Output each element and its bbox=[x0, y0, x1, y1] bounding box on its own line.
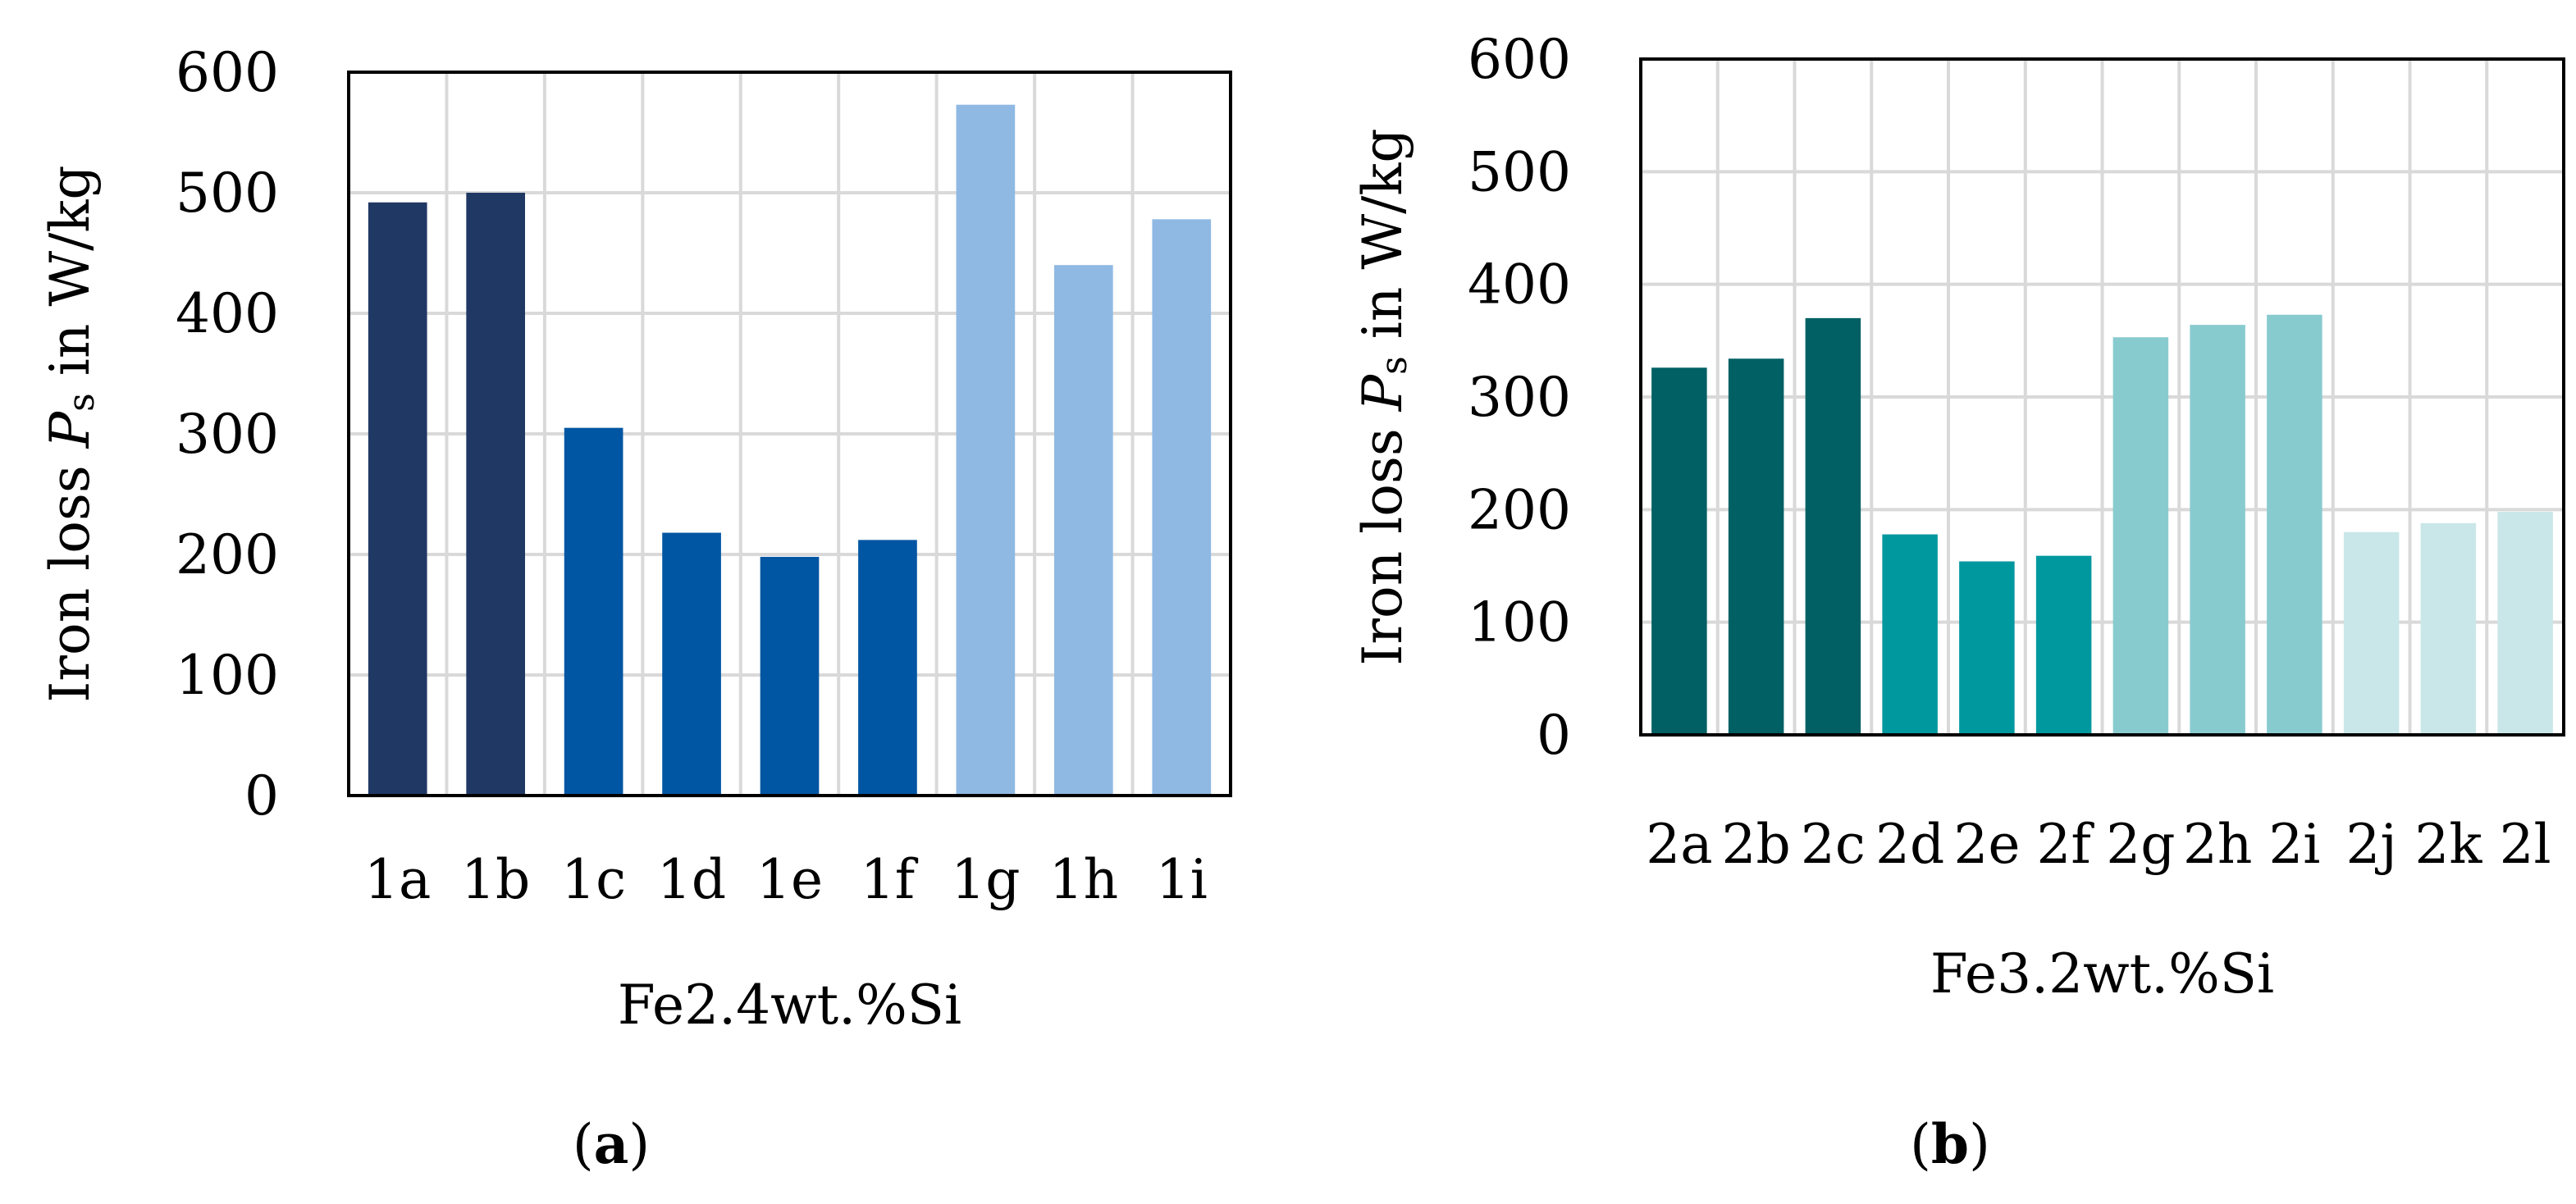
x-tick-1h: 1h bbox=[1049, 848, 1119, 911]
bar-1c bbox=[564, 427, 623, 796]
x-tick-2i: 2i bbox=[2268, 813, 2320, 876]
bar-2a bbox=[1651, 367, 1707, 735]
bar-2h bbox=[2190, 325, 2245, 735]
x-tick-2j: 2j bbox=[2345, 813, 2396, 876]
chart-b-y-tick-200: 200 bbox=[1468, 478, 1571, 541]
bar-2g bbox=[2112, 337, 2169, 735]
bar-1d bbox=[662, 532, 721, 796]
bar-2c bbox=[1805, 317, 1861, 735]
chart-a-y-tick-300: 300 bbox=[176, 403, 279, 466]
chart-b-y-tick-100: 100 bbox=[1468, 591, 1571, 654]
chart-a-y-ticks: 0 100 200 300 400 500 600 bbox=[176, 41, 279, 828]
chart-b-plot-frame bbox=[1639, 57, 2565, 737]
bar-2l bbox=[2497, 512, 2553, 735]
chart-b-bars bbox=[1651, 314, 2553, 735]
chart-b-panel-label: (b) bbox=[1910, 1112, 1990, 1176]
bar-2e bbox=[1959, 561, 2015, 735]
chart-b-y-tick-600: 600 bbox=[1468, 28, 1571, 91]
chart-a-x-categories: 1a 1b 1c 1d 1e 1f 1g 1h 1i bbox=[364, 848, 1208, 911]
chart-b-x-categories: 2a 2b 2c 2d 2e 2f 2g 2h 2i 2j 2k 2l bbox=[1646, 813, 2551, 876]
chart-b-y-tick-0: 0 bbox=[1537, 704, 1571, 767]
x-tick-2g: 2g bbox=[2106, 813, 2175, 876]
chart-a-y-tick-100: 100 bbox=[176, 644, 279, 707]
chart-a-bars bbox=[368, 104, 1212, 796]
x-tick-2a: 2a bbox=[1646, 813, 1712, 876]
x-tick-1i: 1i bbox=[1156, 848, 1208, 911]
x-tick-1g: 1g bbox=[951, 848, 1020, 911]
chart-panel-a: 0 100 200 300 400 500 600 1a 1b 1c 1d 1e 1f 1g 1h 1i I… bbox=[39, 41, 1232, 1176]
x-tick-1b: 1b bbox=[461, 848, 530, 911]
bar-1f bbox=[858, 540, 917, 796]
bar-2k bbox=[2420, 522, 2477, 735]
bar-2j bbox=[2343, 531, 2400, 735]
x-tick-2h: 2h bbox=[2183, 813, 2253, 876]
chart-a-panel-label: (a) bbox=[573, 1112, 650, 1176]
bar-1a bbox=[368, 202, 427, 796]
chart-a-y-tick-500: 500 bbox=[176, 162, 279, 225]
x-tick-2e: 2e bbox=[1953, 813, 2020, 876]
chart-a-x-axis-title: Fe2.4wt.%Si bbox=[618, 974, 961, 1037]
chart-b-y-ticks: 0 100 200 300 400 500 600 bbox=[1468, 28, 1571, 767]
chart-b-y-tick-300: 300 bbox=[1468, 366, 1571, 429]
x-tick-1d: 1d bbox=[657, 848, 726, 911]
chart-a-y-tick-0: 0 bbox=[244, 764, 279, 828]
chart-b-x-axis-title: Fe3.2wt.%Si bbox=[1930, 942, 2274, 1006]
x-tick-2k: 2k bbox=[2414, 813, 2482, 876]
chart-a-y-axis-title: Iron loss Ps in W/kg bbox=[39, 165, 103, 702]
chart-panel-b: 0 100 200 300 400 500 600 2a 2b 2c 2d 2e 2f 2g 2h 2i 2j… bbox=[1351, 28, 2565, 1176]
bar-2d bbox=[1882, 534, 1938, 735]
bar-1e bbox=[760, 556, 820, 796]
bar-2b bbox=[1728, 358, 1784, 735]
chart-a-y-tick-600: 600 bbox=[176, 41, 279, 104]
bar-1b bbox=[466, 193, 525, 796]
chart-a-y-tick-400: 400 bbox=[176, 282, 279, 345]
x-tick-2b: 2b bbox=[1722, 813, 1791, 876]
x-tick-1e: 1e bbox=[756, 848, 823, 911]
x-tick-2d: 2d bbox=[1875, 813, 1944, 876]
chart-a-plot-frame bbox=[347, 71, 1232, 797]
bar-1g bbox=[956, 104, 1016, 796]
x-tick-1f: 1f bbox=[861, 848, 919, 911]
chart-b-y-tick-400: 400 bbox=[1468, 253, 1571, 317]
bar-2i bbox=[2267, 314, 2323, 735]
x-tick-2l: 2l bbox=[2500, 813, 2551, 876]
chart-a-y-tick-200: 200 bbox=[176, 523, 279, 586]
chart-b-y-tick-500: 500 bbox=[1468, 140, 1571, 203]
x-tick-1a: 1a bbox=[364, 848, 431, 911]
bar-1h bbox=[1054, 265, 1113, 796]
x-tick-1c: 1c bbox=[561, 848, 626, 911]
chart-b-y-axis-title: Iron loss Ps in W/kg bbox=[1351, 128, 1415, 665]
x-tick-2c: 2c bbox=[1801, 813, 1866, 876]
x-tick-2f: 2f bbox=[2036, 813, 2094, 876]
bar-2f bbox=[2035, 555, 2092, 735]
bar-1i bbox=[1152, 219, 1212, 796]
